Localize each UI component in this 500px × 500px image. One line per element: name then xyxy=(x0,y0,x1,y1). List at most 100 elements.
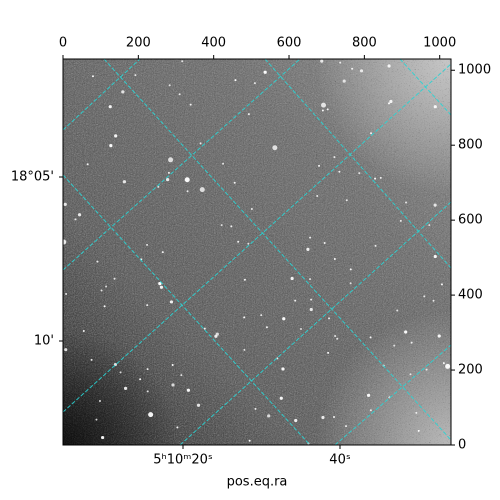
star xyxy=(196,403,201,407)
star xyxy=(167,171,170,174)
axes-frame xyxy=(62,58,452,446)
image-shade xyxy=(63,59,451,445)
star xyxy=(334,334,337,337)
star xyxy=(101,435,105,440)
star xyxy=(180,374,183,377)
star xyxy=(122,180,127,184)
star xyxy=(267,414,271,418)
star xyxy=(321,109,324,112)
star xyxy=(374,177,377,180)
star xyxy=(265,326,268,329)
y-tick-label: 400 xyxy=(458,288,483,303)
star xyxy=(299,327,302,330)
star xyxy=(393,344,396,347)
star xyxy=(279,396,283,400)
star xyxy=(387,102,390,105)
x-tick-label: 400 xyxy=(201,36,226,51)
star xyxy=(159,285,164,289)
wcs-grid-line xyxy=(63,59,301,271)
star xyxy=(247,113,250,116)
star xyxy=(108,105,112,109)
star xyxy=(121,90,125,94)
x-axis-label: pos.eq.ra xyxy=(227,475,288,490)
wcs-y-tick-label: 18°05' xyxy=(11,170,54,185)
star xyxy=(158,282,162,286)
y-tick-label: 800 xyxy=(458,138,483,153)
x-tick-label: 600 xyxy=(277,36,302,51)
star xyxy=(423,295,426,298)
star xyxy=(309,307,313,312)
star xyxy=(389,99,393,104)
x-tick-label: 200 xyxy=(126,36,151,51)
wcs-grid-line xyxy=(63,59,141,131)
star xyxy=(417,429,420,432)
x-tick-label: 800 xyxy=(352,36,377,51)
star xyxy=(345,425,348,428)
star xyxy=(230,225,233,228)
star xyxy=(199,187,205,193)
star xyxy=(321,415,325,420)
star xyxy=(247,242,250,245)
star xyxy=(250,207,253,210)
star xyxy=(74,218,77,221)
star xyxy=(281,367,285,371)
star xyxy=(410,341,413,344)
star xyxy=(333,416,336,419)
star xyxy=(113,277,116,280)
star xyxy=(339,61,342,64)
wcs-x-tick-label: 5ʰ10ᵐ20ˢ xyxy=(153,453,213,468)
star xyxy=(369,409,372,412)
image xyxy=(63,59,451,445)
y-tick-label: 0 xyxy=(458,438,466,453)
x-tick-label: 1000 xyxy=(423,36,456,51)
star xyxy=(318,164,321,167)
star xyxy=(433,203,437,207)
star xyxy=(243,316,246,319)
star xyxy=(336,337,339,340)
star xyxy=(98,400,101,403)
star xyxy=(415,411,418,414)
star xyxy=(294,418,298,423)
star xyxy=(146,368,149,371)
star xyxy=(215,332,219,336)
star xyxy=(203,327,206,330)
star xyxy=(409,373,412,376)
star xyxy=(399,219,402,222)
star xyxy=(425,368,428,371)
star xyxy=(178,93,181,96)
star xyxy=(428,224,431,227)
star xyxy=(63,202,67,207)
wcs-grid-line xyxy=(63,63,451,413)
star xyxy=(220,224,223,227)
star xyxy=(253,82,256,85)
y-tick-label: 600 xyxy=(458,213,483,228)
star xyxy=(109,144,113,148)
star xyxy=(333,257,336,260)
star xyxy=(168,84,171,87)
star xyxy=(369,336,372,339)
star xyxy=(243,348,246,351)
star xyxy=(396,309,399,312)
y-tick-label: 1000 xyxy=(458,63,491,78)
star xyxy=(168,157,174,163)
star xyxy=(445,363,451,369)
star xyxy=(148,412,154,418)
star xyxy=(63,239,67,245)
star xyxy=(370,132,373,135)
star xyxy=(310,298,313,301)
star xyxy=(294,299,297,302)
y-tick-label: 200 xyxy=(458,363,483,378)
star xyxy=(169,300,174,304)
star xyxy=(222,162,225,165)
star xyxy=(139,378,142,381)
star xyxy=(134,74,137,77)
star xyxy=(189,103,192,106)
star xyxy=(146,304,149,307)
star xyxy=(146,390,149,393)
star xyxy=(323,242,326,245)
star xyxy=(248,439,251,442)
star xyxy=(282,317,286,321)
wcs-y-tick-label: 10' xyxy=(34,334,54,349)
star xyxy=(86,163,89,166)
star xyxy=(433,254,437,259)
